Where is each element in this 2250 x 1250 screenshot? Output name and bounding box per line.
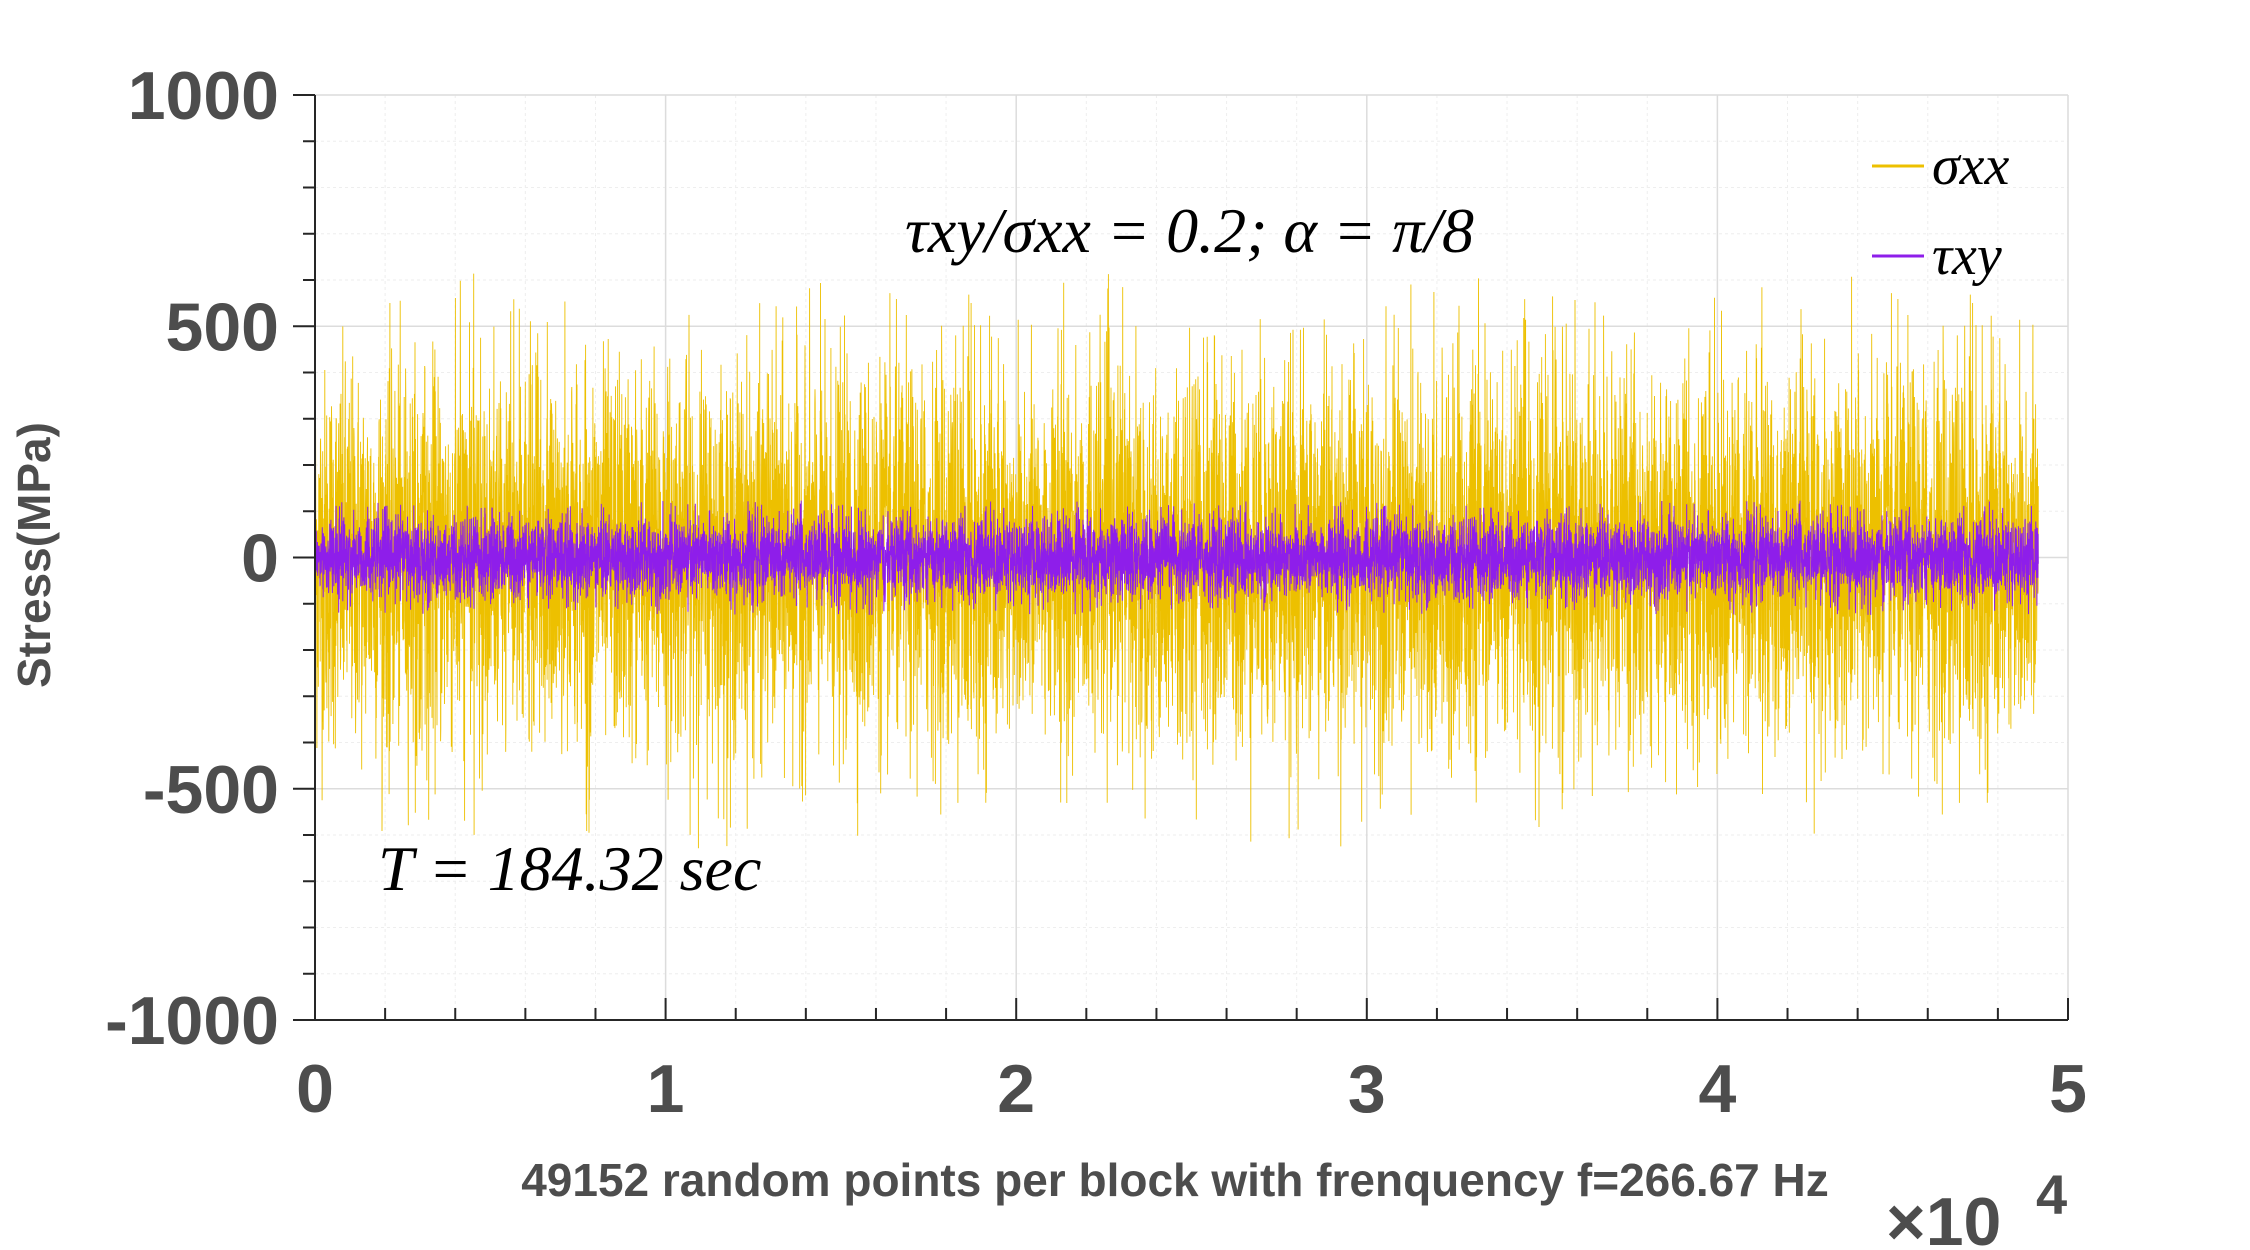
axes xyxy=(293,94,2069,1021)
legend-label-sigma-xx: σxx xyxy=(1932,135,2009,197)
x-tick-label: 5 xyxy=(2049,1051,2087,1127)
y-tick-label: 1000 xyxy=(128,58,279,134)
y-tick-label: 0 xyxy=(241,521,279,597)
ratio-annotation: τxy/σxx = 0.2; α = π/8 xyxy=(905,195,1474,266)
y-tick-label: 500 xyxy=(166,289,279,365)
period-annotation: T = 184.32 sec xyxy=(378,833,761,904)
x-axis-multiplier-exponent: 4 xyxy=(2036,1163,2067,1226)
y-tick-label: -1000 xyxy=(105,983,279,1059)
y-axis-label: Stress(MPa) xyxy=(8,422,60,688)
legend: σxx τxy xyxy=(1872,135,2009,287)
legend-label-tau-xy: τxy xyxy=(1932,225,2002,287)
y-tick-label: -500 xyxy=(143,752,279,828)
series-tau-xy-line xyxy=(314,500,2039,615)
x-tick-label: 4 xyxy=(1698,1051,1736,1127)
x-tick-label: 2 xyxy=(997,1051,1035,1127)
x-axis-multiplier: ×10 xyxy=(1886,1184,2001,1250)
x-tick-label: 0 xyxy=(296,1051,334,1127)
x-tick-label: 1 xyxy=(647,1051,685,1127)
x-tick-label: 3 xyxy=(1348,1051,1386,1127)
series-layer xyxy=(314,273,2039,849)
x-axis-label: 49152 random points per block with frenq… xyxy=(521,1154,1829,1206)
tick-labels: 0 1 2 3 4 5 1000 500 0 -500 -1000 xyxy=(105,58,2087,1127)
